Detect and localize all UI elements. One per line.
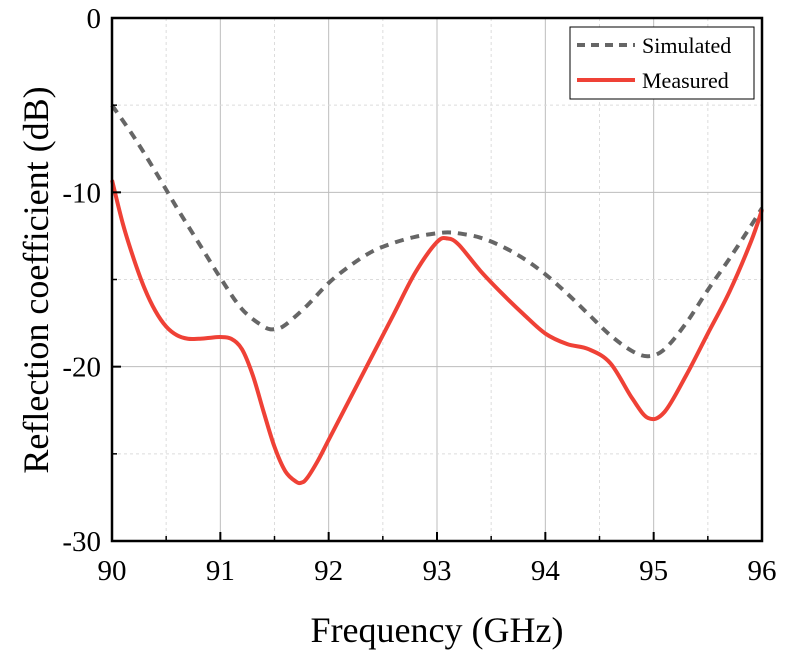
y-tick-label: -10 (62, 177, 101, 209)
series-line-measured (110, 179, 764, 486)
x-tick-label: 96 (748, 555, 777, 587)
x-tick-label: 92 (314, 555, 343, 587)
legend-label-simulated: Simulated (642, 33, 731, 58)
x-tick-label: 90 (98, 555, 127, 587)
x-axis-title: Frequency (GHz) (311, 610, 564, 650)
x-tick-label: 95 (639, 555, 668, 587)
series-line-simulated (110, 104, 764, 359)
y-tick-label: -30 (62, 526, 101, 558)
series-layer (110, 104, 764, 486)
axis-ticks: 90 91 92 93 94 95 96 0 -10 -20 -30 (62, 3, 776, 587)
x-tick-label: 91 (206, 555, 235, 587)
legend-box (569, 26, 755, 100)
legend-label-measured: Measured (642, 68, 729, 93)
x-tick-label: 94 (531, 555, 561, 587)
y-tick-label: 0 (87, 3, 102, 35)
y-axis-title: Reflection coefficient (dB) (16, 86, 56, 473)
x-tick-label: 93 (423, 555, 452, 587)
y-tick-label: -20 (62, 352, 101, 384)
legend: Simulated Measured (569, 26, 755, 100)
